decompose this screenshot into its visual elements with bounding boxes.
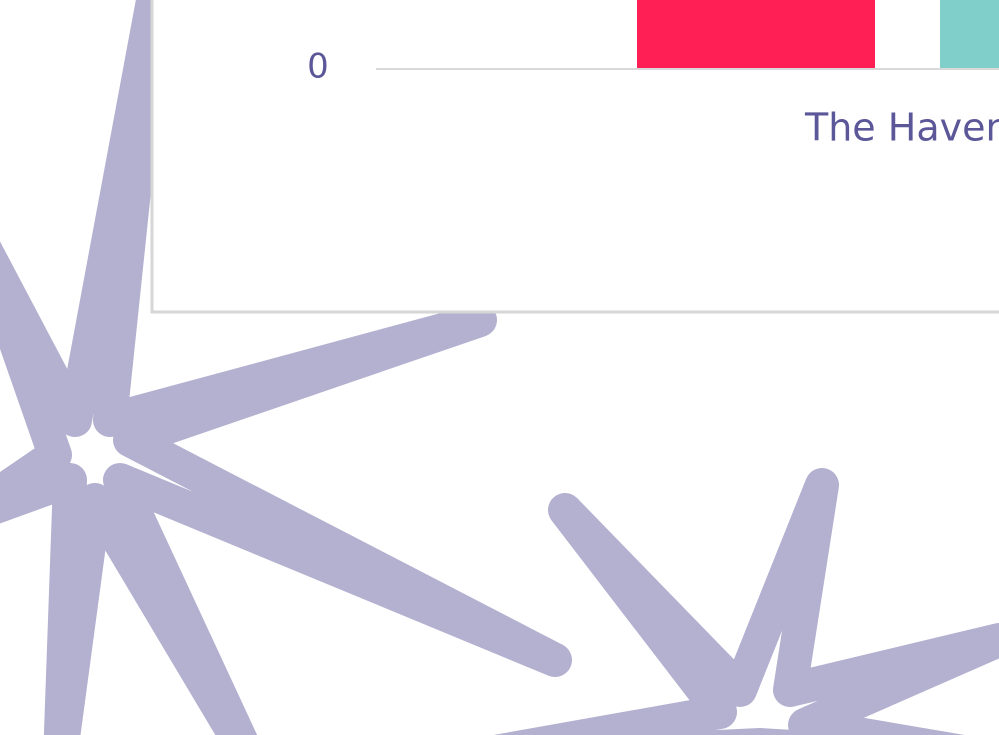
bar bbox=[637, 0, 875, 68]
flower bbox=[0, 0, 572, 735]
y-tick-label: 0 bbox=[307, 47, 329, 87]
chart-panel: 0 The Haven bbox=[150, 0, 999, 314]
x-tick-label: The Haven bbox=[804, 106, 999, 150]
bar bbox=[940, 0, 999, 68]
flower bbox=[493, 468, 999, 735]
